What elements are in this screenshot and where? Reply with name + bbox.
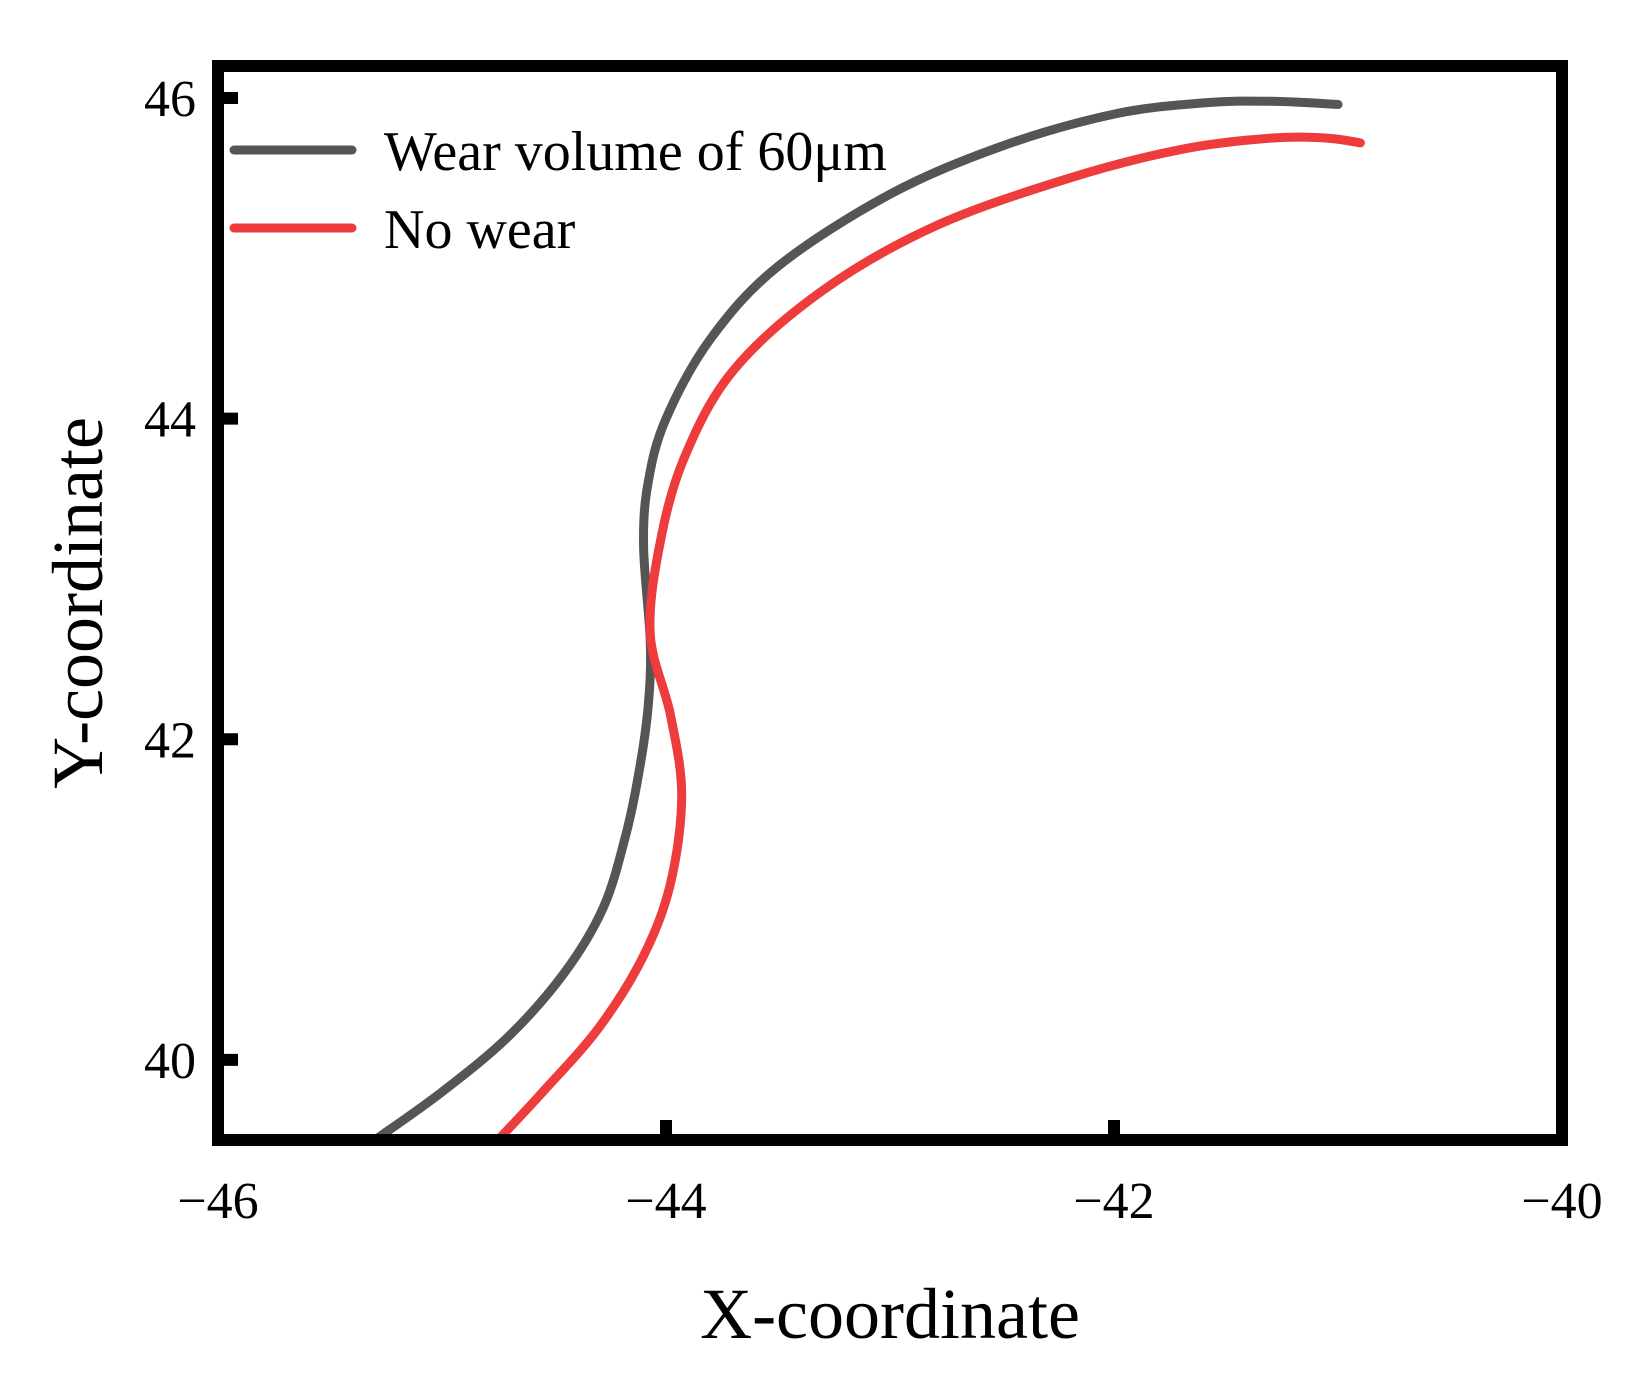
legend-label-no-wear: No wear xyxy=(384,199,576,261)
y-axis-title: Y-coordinate xyxy=(38,417,118,789)
x-axis-ticks: −46 −44 −42 −40 xyxy=(177,1120,1603,1230)
y-tick-label: 42 xyxy=(144,712,196,769)
x-tick-label: −46 xyxy=(177,1173,258,1230)
legend-label-wear-60um: Wear volume of 60μm xyxy=(384,121,887,183)
x-tick-label: −40 xyxy=(1521,1173,1602,1230)
series-line-wear-60um xyxy=(370,96,1343,1140)
y-tick-label: 44 xyxy=(144,392,196,449)
series-lines xyxy=(370,96,1365,1140)
x-axis-title: X-coordinate xyxy=(700,1274,1080,1354)
y-axis-ticks: 40 42 44 46 xyxy=(144,71,238,1090)
legend: Wear volume of 60μm No wear xyxy=(229,121,887,261)
x-tick-label: −42 xyxy=(1073,1173,1154,1230)
plot-frame xyxy=(212,60,1568,1146)
series-line-no-wear xyxy=(493,132,1365,1140)
y-tick-label: 46 xyxy=(144,71,196,128)
y-tick-label: 40 xyxy=(144,1033,196,1090)
x-tick-label: −44 xyxy=(625,1173,706,1230)
